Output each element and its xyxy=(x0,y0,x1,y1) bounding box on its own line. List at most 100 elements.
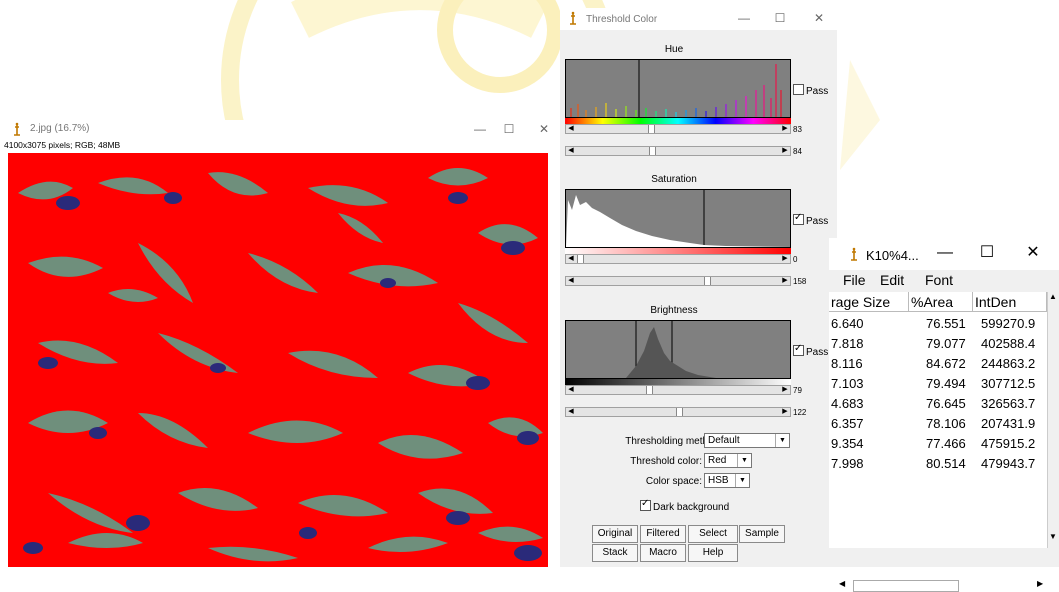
left-arrow-icon[interactable]: ◀ xyxy=(568,408,574,415)
help-button[interactable]: Help xyxy=(688,544,738,562)
column-header-average-size[interactable]: rage Size xyxy=(829,292,909,312)
saturation-pass-checkbox[interactable]: Pass xyxy=(793,212,828,227)
tissue-image xyxy=(8,153,548,567)
threshold-window-titlebar[interactable]: Threshold Color — ☐ ✕ xyxy=(560,8,837,30)
table-cell: 4.683 xyxy=(831,396,864,411)
hue-histogram xyxy=(565,59,791,118)
color-space-select[interactable]: HSB ▼ xyxy=(704,473,750,488)
up-arrow-icon[interactable]: ▲ xyxy=(1049,292,1057,301)
image-window: 2.jpg (16.7%) — ☐ ✕ 4100x3075 pixels; RG… xyxy=(0,120,563,567)
brightness-pass-checkbox[interactable]: Pass xyxy=(793,343,828,358)
slider-thumb[interactable] xyxy=(704,277,711,285)
vertical-scrollbar[interactable]: ▲ ▼ xyxy=(1047,292,1059,548)
slider-thumb[interactable] xyxy=(577,255,584,263)
results-window-title: K10%4... xyxy=(866,248,919,263)
table-cell: 8.116 xyxy=(831,356,863,371)
minimize-button[interactable]: — xyxy=(474,122,486,136)
thresholded-image-canvas[interactable] xyxy=(8,153,548,567)
menu-file[interactable]: File xyxy=(843,272,866,288)
color-space-label: Color space: xyxy=(645,476,702,487)
left-arrow-icon[interactable]: ◀ xyxy=(568,125,574,132)
threshold-color-select[interactable]: Red ▼ xyxy=(704,453,752,468)
table-cell: 402588.4 xyxy=(981,336,1036,351)
saturation-min-slider[interactable]: ◀ ▶ xyxy=(565,254,791,264)
checkbox-icon xyxy=(793,212,804,225)
dark-background-checkbox[interactable]: Dark background xyxy=(640,498,729,513)
table-cell: 78.106 xyxy=(926,416,966,431)
thresholding-method-label: Thresholding method: xyxy=(625,436,722,447)
table-cell: 326563.7 xyxy=(981,396,1036,411)
slider-thumb[interactable] xyxy=(649,147,656,155)
menu-font[interactable]: Font xyxy=(925,272,954,288)
stack-button[interactable]: Stack xyxy=(592,544,638,562)
threshold-color-label: Threshold color: xyxy=(630,456,702,467)
saturation-max-slider[interactable]: ◀ ▶ xyxy=(565,276,791,286)
left-arrow-icon[interactable]: ◀ xyxy=(568,277,574,284)
brightness-max-slider[interactable]: ◀ ▶ xyxy=(565,407,791,417)
column-header-intden[interactable]: IntDen xyxy=(973,292,1047,312)
left-arrow-icon[interactable]: ◀ xyxy=(568,386,574,393)
maximize-button[interactable]: ☐ xyxy=(774,11,786,25)
minimize-button[interactable]: — xyxy=(738,11,750,25)
hue-pass-checkbox[interactable]: Pass xyxy=(793,84,828,97)
imagej-icon xyxy=(851,247,857,261)
hue-min-slider[interactable]: ◀ ▶ xyxy=(565,124,791,134)
filtered-button[interactable]: Filtered xyxy=(640,525,686,543)
results-table[interactable]: rage Size %Area IntDen 6.640 76.551 5992… xyxy=(829,292,1047,548)
right-arrow-icon[interactable]: ▶ xyxy=(782,125,788,132)
hue-max-slider[interactable]: ◀ ▶ xyxy=(565,146,791,156)
menu-edit[interactable]: Edit xyxy=(880,272,905,288)
table-cell: 7.103 xyxy=(831,376,864,391)
right-arrow-icon[interactable]: ▶ xyxy=(782,147,788,154)
close-button[interactable]: ✕ xyxy=(1026,244,1040,261)
slider-thumb[interactable] xyxy=(676,408,683,416)
right-arrow-icon[interactable]: ▶ xyxy=(782,386,788,393)
left-arrow-icon[interactable]: ◀ xyxy=(839,579,846,588)
left-arrow-icon[interactable]: ◀ xyxy=(568,147,574,154)
right-arrow-icon[interactable]: ▶ xyxy=(1037,579,1044,588)
results-window-titlebar[interactable]: K10%4... — ☐ ✕ xyxy=(829,238,1059,270)
brightness-gradient-bar xyxy=(565,379,791,385)
threshold-window-title: Threshold Color xyxy=(586,14,658,25)
hue-spectrum-bar xyxy=(565,118,791,124)
right-arrow-icon[interactable]: ▶ xyxy=(782,255,788,262)
close-button[interactable]: ✕ xyxy=(538,122,550,136)
right-arrow-icon[interactable]: ▶ xyxy=(782,277,788,284)
results-window: K10%4... — ☐ ✕ File Edit Font rage Size … xyxy=(829,238,1059,592)
left-arrow-icon[interactable]: ◀ xyxy=(568,255,574,262)
macro-button[interactable]: Macro xyxy=(640,544,686,562)
table-cell: 7.998 xyxy=(831,456,864,471)
table-cell: 84.672 xyxy=(926,356,966,371)
right-arrow-icon[interactable]: ▶ xyxy=(782,408,788,415)
image-info: 4100x3075 pixels; RGB; 48MB xyxy=(4,140,121,150)
image-window-title: 2.jpg (16.7%) xyxy=(30,123,90,134)
thresholding-method-select[interactable]: Default ▼ xyxy=(704,433,790,448)
chevron-down-icon: ▼ xyxy=(737,454,751,467)
brightness-max-value: 122 xyxy=(793,408,807,417)
table-cell: 475915.2 xyxy=(981,436,1036,451)
maximize-button[interactable]: ☐ xyxy=(979,244,995,261)
original-button[interactable]: Original xyxy=(592,525,638,543)
table-cell: 76.551 xyxy=(926,316,966,331)
saturation-max-value: 158 xyxy=(793,277,807,286)
scrollbar-thumb[interactable] xyxy=(853,580,959,592)
slider-thumb[interactable] xyxy=(646,386,653,394)
down-arrow-icon[interactable]: ▼ xyxy=(1049,532,1057,541)
table-cell: 6.357 xyxy=(831,416,864,431)
close-button[interactable]: ✕ xyxy=(813,11,825,25)
horizontal-scrollbar[interactable]: ◀ ▶ xyxy=(839,579,1049,592)
chevron-down-icon: ▼ xyxy=(735,474,749,487)
table-cell: 9.354 xyxy=(831,436,864,451)
maximize-button[interactable]: ☐ xyxy=(503,122,515,136)
slider-thumb[interactable] xyxy=(648,125,655,133)
hue-label: Hue xyxy=(664,44,684,55)
table-cell: 76.645 xyxy=(926,396,966,411)
minimize-button[interactable]: — xyxy=(937,244,953,261)
sample-button[interactable]: Sample xyxy=(739,525,785,543)
image-window-titlebar[interactable]: 2.jpg (16.7%) — ☐ ✕ xyxy=(0,120,563,140)
brightness-min-slider[interactable]: ◀ ▶ xyxy=(565,385,791,395)
select-button[interactable]: Select xyxy=(688,525,738,543)
imagej-icon xyxy=(570,11,576,25)
results-menubar: File Edit Font xyxy=(829,270,1059,290)
column-header-area[interactable]: %Area xyxy=(909,292,973,312)
